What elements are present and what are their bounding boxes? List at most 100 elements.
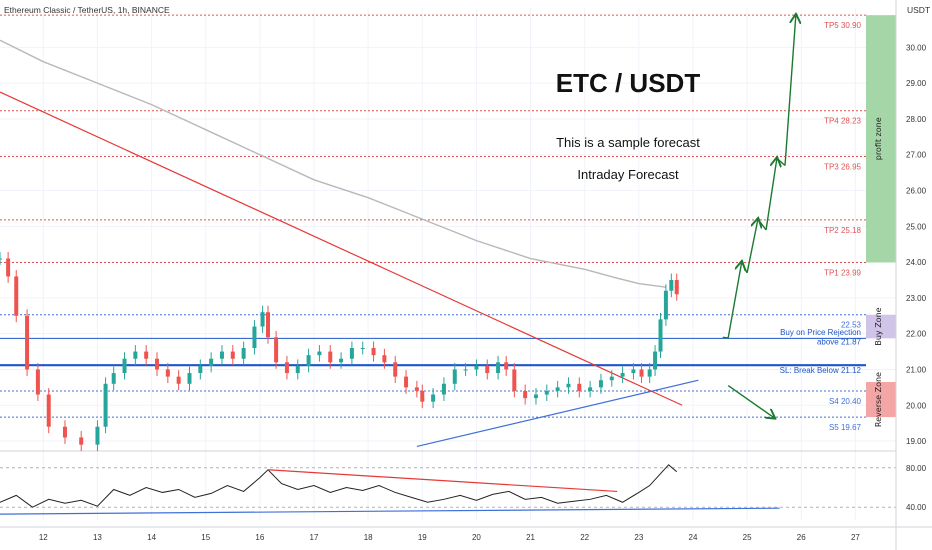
price-candle[interactable]	[176, 376, 181, 384]
price-series[interactable]	[0, 252, 679, 452]
level-note: SL: Break Below 21.12	[780, 366, 862, 375]
price-candle[interactable]	[512, 369, 517, 391]
level-note: Buy on Price Rejection	[780, 328, 861, 337]
trendlines	[0, 91, 699, 448]
price-candle[interactable]	[658, 319, 663, 352]
price-candle[interactable]	[25, 315, 30, 370]
x-tick-label: 26	[797, 533, 806, 542]
price-candle[interactable]	[35, 369, 40, 395]
price-candle[interactable]	[647, 369, 652, 377]
price-candle[interactable]	[6, 258, 11, 277]
price-candle[interactable]	[14, 276, 19, 316]
x-tick-label: 24	[689, 533, 698, 542]
price-candle[interactable]	[371, 348, 376, 356]
chart-subtitle-1: This is a sample forecast	[556, 135, 700, 150]
price-candle[interactable]	[382, 355, 387, 363]
price-candle[interactable]	[260, 312, 265, 327]
price-candle[interactable]	[414, 387, 419, 391]
price-candle[interactable]	[653, 351, 658, 370]
zone-label: Buy Zone	[874, 307, 883, 345]
price-candle[interactable]	[420, 390, 425, 402]
price-candle[interactable]	[274, 337, 279, 363]
price-candle[interactable]	[588, 387, 593, 391]
price-candle[interactable]	[533, 394, 538, 399]
price-candle[interactable]	[79, 437, 84, 445]
price-candle[interactable]	[144, 351, 149, 359]
chart-subtitle-2: Intraday Forecast	[577, 167, 679, 182]
price-candle[interactable]	[598, 380, 603, 388]
price-candle[interactable]	[393, 362, 398, 377]
price-candle[interactable]	[555, 387, 560, 391]
price-candle[interactable]	[0, 258, 2, 260]
level-label: TP3 26.95	[824, 163, 861, 172]
price-candle[interactable]	[441, 383, 446, 395]
price-candle[interactable]	[241, 348, 246, 359]
level-label: TP4 28.23	[824, 117, 861, 126]
price-candle[interactable]	[404, 376, 409, 388]
price-candle[interactable]	[103, 383, 108, 427]
price-candle[interactable]	[46, 394, 51, 427]
rsi-panel[interactable]	[0, 464, 896, 515]
price-candle[interactable]	[544, 390, 549, 395]
forecast-arrow	[765, 158, 777, 230]
price-candle[interactable]	[609, 376, 614, 381]
x-tick-label: 23	[634, 533, 643, 542]
price-candle[interactable]	[639, 369, 644, 377]
price-candle[interactable]	[265, 312, 270, 338]
y-tick-label: 19.00	[906, 437, 927, 446]
rsi-tick-label: 40.00	[906, 503, 927, 512]
rsi-support-line	[0, 507, 780, 515]
price-candle[interactable]	[360, 348, 365, 349]
price-candle[interactable]	[133, 351, 138, 359]
time-axis[interactable]: 12 13 14 15 16 17 18 19 20 21 22 23 24 25 26 27	[0, 526, 932, 542]
price-candle[interactable]	[252, 326, 257, 348]
x-tick-label: 22	[580, 533, 589, 542]
x-tick-label: 18	[364, 533, 373, 542]
price-candle[interactable]	[111, 373, 116, 384]
price-candle[interactable]	[431, 394, 436, 402]
price-candle[interactable]	[155, 358, 160, 370]
price-candle[interactable]	[230, 351, 235, 359]
price-candle[interactable]	[669, 280, 674, 291]
price-candle[interactable]	[463, 369, 468, 371]
price-candle[interactable]	[523, 390, 528, 399]
price-candle[interactable]	[496, 362, 501, 374]
forecast-arrows	[722, 15, 796, 418]
zone-label: profit zone	[874, 117, 883, 160]
price-candle[interactable]	[198, 365, 203, 374]
price-candle[interactable]	[504, 362, 509, 370]
price-candle[interactable]	[122, 358, 127, 374]
price-candle[interactable]	[209, 358, 214, 366]
price-axis[interactable]: 19.00 20.00 21.00 22.00 23.00 24.00 25.00 26.00…	[895, 0, 927, 550]
price-candle[interactable]	[452, 369, 457, 384]
price-candle[interactable]	[187, 373, 192, 384]
price-candle[interactable]	[219, 351, 224, 359]
price-candle[interactable]	[339, 358, 344, 363]
price-candle[interactable]	[663, 290, 668, 320]
y-tick-label: 24.00	[906, 258, 927, 267]
price-candle[interactable]	[566, 383, 571, 388]
price-candle[interactable]	[95, 426, 100, 445]
price-candle[interactable]	[165, 369, 170, 377]
x-tick-label: 21	[526, 533, 535, 542]
price-candle[interactable]	[317, 351, 322, 356]
y-tick-label: 25.00	[906, 222, 927, 231]
price-candle[interactable]	[485, 365, 490, 374]
x-tick-label: 25	[743, 533, 752, 542]
price-candle[interactable]	[577, 383, 582, 391]
price-candle[interactable]	[284, 362, 289, 374]
price-candle[interactable]	[620, 373, 625, 377]
price-candle[interactable]	[631, 369, 636, 374]
price-candle[interactable]	[328, 351, 333, 363]
price-candle[interactable]	[295, 365, 300, 374]
x-tick-label: 20	[472, 533, 481, 542]
price-candle[interactable]	[62, 426, 67, 438]
symbol-label: Ethereum Classic / TetherUS, 1h, BINANCE	[4, 5, 170, 15]
price-candle[interactable]	[306, 355, 311, 366]
price-candle[interactable]	[474, 365, 479, 370]
zones: profit zone Buy Zone Reverse Zone	[866, 15, 896, 427]
ma-line	[0, 39, 667, 288]
price-candle[interactable]	[349, 348, 354, 359]
